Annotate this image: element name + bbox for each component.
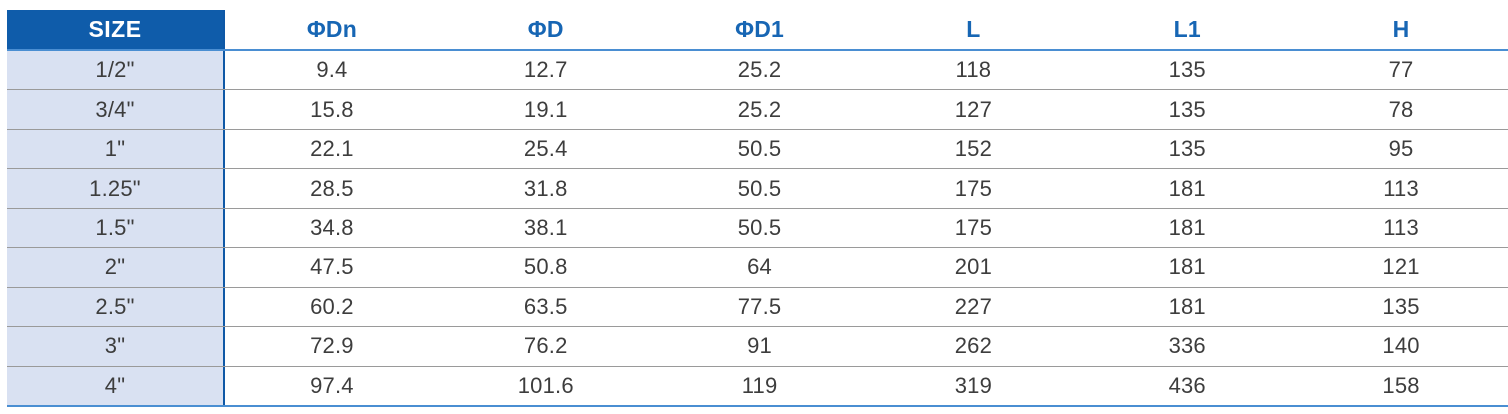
value-cell: 227 <box>954 293 993 319</box>
value-cell: 135 <box>1168 136 1206 162</box>
value-cell: 181 <box>1168 175 1206 201</box>
size-cell: 1.5" <box>7 208 225 248</box>
value-cell: 181 <box>1168 214 1206 240</box>
column-header-phi-d1: ΦD1 <box>735 16 785 42</box>
column-header-phi-d: ΦD <box>527 16 564 42</box>
size-cell: 3/4" <box>7 90 225 129</box>
size-cell: 4" <box>7 366 225 405</box>
size-cell: 3" <box>7 327 225 366</box>
value-cell: 95 <box>1388 136 1414 162</box>
value-cell: 262 <box>954 333 993 359</box>
value-cell: 77.5 <box>737 293 782 319</box>
value-cell: 175 <box>954 214 993 240</box>
value-cell: 152 <box>954 136 993 162</box>
value-cell: 119 <box>741 372 778 398</box>
value-cell: 50.5 <box>737 175 782 201</box>
value-cell: 135 <box>1168 96 1206 122</box>
value-cell: 113 <box>1383 175 1419 201</box>
value-cell: 25.2 <box>737 96 782 122</box>
value-cell: 140 <box>1382 333 1420 359</box>
value-cell: 91 <box>747 333 772 359</box>
value-cell: 118 <box>955 57 992 83</box>
value-cell: 336 <box>1168 333 1206 359</box>
value-cell: 158 <box>1382 372 1420 398</box>
value-cell: 181 <box>1168 254 1206 280</box>
table-row: 1.5" 34.8 38.1 50.5 175 181 113 <box>7 208 1508 249</box>
table-header-row: SIZE ΦDn ΦD ΦD1 L L1 H <box>7 10 1508 51</box>
value-cell: 60.2 <box>310 293 354 319</box>
table-row: 2" 47.5 50.8 64 201 181 121 <box>7 248 1508 288</box>
size-cell: 1.25" <box>7 169 225 208</box>
value-cell: 50.5 <box>737 136 782 162</box>
value-cell: 25.2 <box>737 57 782 83</box>
table-row: 2.5" 60.2 63.5 77.5 227 181 135 <box>7 287 1508 328</box>
table-row: 1" 22.1 25.4 50.5 152 135 95 <box>7 129 1508 170</box>
value-cell: 19.1 <box>523 96 568 122</box>
table-row: 1.25" 28.5 31.8 50.5 175 181 113 <box>7 169 1508 209</box>
value-cell: 38.1 <box>523 214 568 240</box>
table-row: 1/2" 9.4 12.7 25.2 118 135 77 <box>7 51 1508 91</box>
value-cell: 135 <box>1382 293 1420 319</box>
value-cell: 12.7 <box>523 57 568 83</box>
value-cell: 201 <box>954 254 993 280</box>
value-cell: 47.5 <box>310 254 354 280</box>
value-cell: 121 <box>1382 254 1420 280</box>
size-cell: 2" <box>7 248 225 287</box>
size-cell: 1" <box>7 129 225 169</box>
table-body: 1/2" 9.4 12.7 25.2 118 135 77 3/4" 15.8 19.1 25.2 1… <box>7 51 1508 405</box>
column-header-size: SIZE <box>7 10 225 49</box>
value-cell: 50.5 <box>737 214 782 240</box>
spec-table: SIZE ΦDn ΦD ΦD1 L L1 H 1/2" 9.4 12.7 25.2 118 135 77… <box>7 10 1508 407</box>
value-cell: 25.4 <box>523 136 568 162</box>
value-cell: 436 <box>1168 372 1206 398</box>
value-cell: 97.4 <box>310 372 354 398</box>
value-cell: 135 <box>1168 57 1206 83</box>
value-cell: 175 <box>954 175 993 201</box>
value-cell: 15.8 <box>310 96 354 122</box>
value-cell: 28.5 <box>310 175 354 201</box>
value-cell: 50.8 <box>523 254 568 280</box>
size-cell: 1/2" <box>7 51 225 90</box>
value-cell: 22.1 <box>310 136 354 162</box>
value-cell: 319 <box>954 372 993 398</box>
column-header-phi-dn: ΦDn <box>306 16 357 42</box>
size-cell: 2.5" <box>7 287 225 327</box>
table-row: 3/4" 15.8 19.1 25.2 127 135 78 <box>7 90 1508 130</box>
value-cell: 113 <box>1383 214 1419 240</box>
value-cell: 72.9 <box>310 333 354 359</box>
column-header-l: L <box>966 16 981 42</box>
value-cell: 77 <box>1388 57 1414 83</box>
value-cell: 34.8 <box>310 214 354 240</box>
value-cell: 31.8 <box>523 175 568 201</box>
value-cell: 78 <box>1388 96 1414 122</box>
value-cell: 9.4 <box>316 57 348 83</box>
table-row: 4" 97.4 101.6 119 319 436 158 <box>7 366 1508 405</box>
column-header-l1: L1 <box>1173 16 1201 42</box>
value-cell: 101.6 <box>517 372 574 398</box>
table-row: 3" 72.9 76.2 91 262 336 140 <box>7 327 1508 367</box>
column-header-h: H <box>1392 16 1410 42</box>
value-cell: 127 <box>954 96 993 122</box>
value-cell: 64 <box>747 254 772 280</box>
value-cell: 181 <box>1168 293 1206 319</box>
value-cell: 76.2 <box>523 333 568 359</box>
value-cell: 63.5 <box>523 293 568 319</box>
